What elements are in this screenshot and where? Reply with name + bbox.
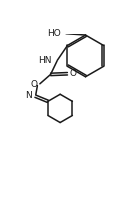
Text: HO: HO	[47, 29, 61, 38]
Text: O: O	[69, 69, 76, 78]
Text: O: O	[30, 80, 37, 89]
Text: HN: HN	[38, 56, 52, 65]
Text: N: N	[25, 92, 32, 100]
